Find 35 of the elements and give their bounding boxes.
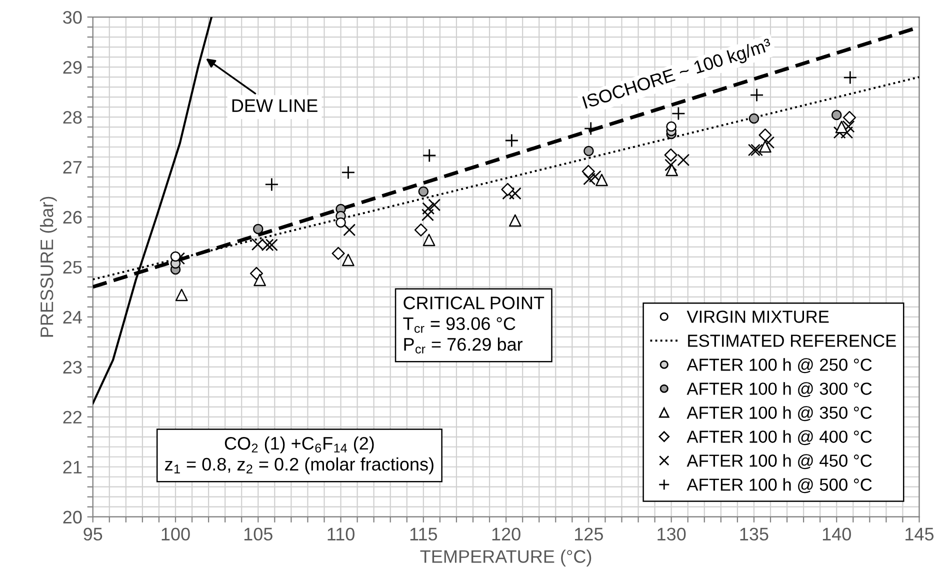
y-tick-label: 22 — [63, 410, 82, 424]
y-tick-label: 30 — [63, 10, 82, 24]
x-tick-label: 130 — [658, 528, 686, 541]
legend-label: AFTER 100 h @ 250 °C — [686, 358, 872, 374]
x-tick-label: 120 — [492, 528, 520, 541]
legend-label: AFTER 100 h @ 350 °C — [686, 406, 872, 422]
y-tick-label: 20 — [63, 510, 82, 524]
x-tick-label: 95 — [84, 528, 102, 541]
x-tick-label: 110 — [328, 528, 354, 541]
y-tick-label: 23 — [63, 360, 82, 374]
y-tick-label: 27 — [63, 160, 82, 174]
legend-label: VIRGIN MIXTURE — [686, 310, 829, 323]
x-axis-title: TEMPERATURE (°C) — [420, 550, 592, 566]
legend-label: ESTIMATED REFERENCE — [688, 334, 896, 347]
annotation: DEW LINE — [232, 99, 318, 112]
y-tick-label: 29 — [63, 60, 82, 74]
legend-label: AFTER 100 h @ 400 °C — [686, 430, 872, 446]
y-tick-label: 26 — [63, 210, 82, 224]
text: CO$_{2}$ (1) +C$_{6}$F$_{14}$ (2) z$_{1}$ = 0.8, z$_{2}$ = 0.2 (molar fractions) — [165, 436, 434, 474]
y-tick-label: 24 — [63, 310, 82, 324]
x-tick-label: 140 — [822, 528, 851, 541]
x-tick-label: 125 — [575, 528, 603, 541]
y-tick-label: 25 — [63, 260, 82, 274]
legend-label: AFTER 100 h @ 500 °C — [686, 478, 872, 494]
y-axis-title: PRESSURE (bar) — [40, 196, 57, 337]
x-tick-label: 145 — [906, 528, 934, 541]
x-tick-label: 105 — [244, 528, 272, 541]
x-tick-label: 115 — [410, 528, 438, 541]
x-tick-label: 100 — [162, 528, 190, 541]
legend-label: AFTER 100 h @ 300 °C — [686, 382, 872, 398]
x-tick-label: 135 — [740, 528, 768, 541]
y-tick-label: 28 — [63, 110, 82, 124]
y-tick-label: 21 — [63, 460, 82, 474]
annotation: CRITICAL POINT T$_{cr}$ = 93.06 °C P$_{cr}$ = 76.29 bar — [403, 296, 544, 354]
legend-label: AFTER 100 h @ 450 °C — [686, 454, 872, 470]
